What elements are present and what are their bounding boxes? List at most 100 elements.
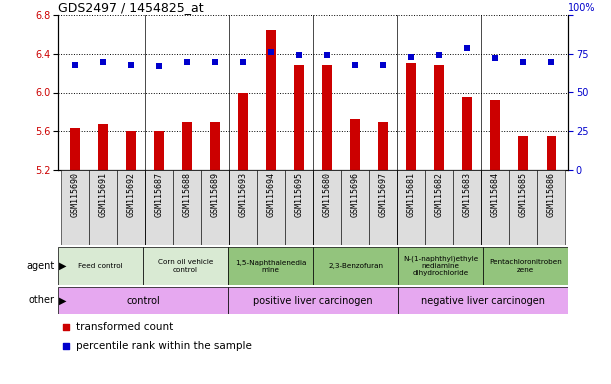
Text: GSM115695: GSM115695 [295, 172, 304, 217]
Point [406, 54, 416, 60]
Point [295, 52, 304, 58]
Text: control: control [126, 296, 160, 306]
Text: GSM115687: GSM115687 [155, 172, 164, 217]
Point [61, 343, 71, 349]
Bar [257, 170, 285, 245]
Bar [483, 247, 568, 285]
Text: GSM115690: GSM115690 [70, 172, 79, 217]
Bar [510, 170, 538, 245]
Bar [425, 170, 453, 245]
Point [210, 58, 220, 65]
Bar [117, 170, 145, 245]
Point [98, 58, 108, 65]
Text: negative liver carcinogen: negative liver carcinogen [421, 296, 545, 306]
Point [70, 61, 80, 68]
Bar [406, 63, 416, 170]
Text: other: other [29, 296, 55, 306]
Point [546, 58, 556, 65]
Bar [397, 170, 425, 245]
Bar [313, 247, 398, 285]
Bar [173, 170, 201, 245]
Point [519, 58, 529, 65]
Text: agent: agent [27, 261, 55, 271]
Text: GSM115685: GSM115685 [519, 172, 528, 217]
Bar [285, 170, 313, 245]
Bar [201, 170, 229, 245]
Bar [143, 247, 228, 285]
Text: GDS2497 / 1454825_at: GDS2497 / 1454825_at [58, 1, 203, 14]
Text: ▶: ▶ [59, 261, 66, 271]
Bar [126, 131, 136, 170]
Text: GSM115688: GSM115688 [183, 172, 191, 217]
Bar [228, 287, 398, 314]
Bar [491, 100, 500, 170]
Point [491, 55, 500, 61]
Bar [98, 124, 108, 170]
Text: percentile rank within the sample: percentile rank within the sample [76, 341, 252, 351]
Bar [398, 247, 483, 285]
Bar [182, 122, 192, 170]
Bar [313, 170, 341, 245]
Point [322, 52, 332, 58]
Bar [350, 119, 360, 170]
Text: N-(1-naphthyl)ethyle
nediamine
dihydrochloride: N-(1-naphthyl)ethyle nediamine dihydroch… [403, 256, 478, 276]
Bar [228, 247, 313, 285]
Bar [154, 131, 164, 170]
Bar [546, 136, 557, 170]
Bar [378, 122, 388, 170]
Bar [434, 65, 444, 170]
Text: Feed control: Feed control [78, 263, 123, 269]
Text: GSM115681: GSM115681 [407, 172, 415, 217]
Text: positive liver carcinogen: positive liver carcinogen [254, 296, 373, 306]
Bar [229, 170, 257, 245]
Text: GSM115680: GSM115680 [323, 172, 332, 217]
Point [350, 61, 360, 68]
Text: GSM115686: GSM115686 [547, 172, 556, 217]
Text: GSM115689: GSM115689 [211, 172, 219, 217]
Text: transformed count: transformed count [76, 322, 173, 332]
Text: GSM115682: GSM115682 [435, 172, 444, 217]
Text: Corn oil vehicle
control: Corn oil vehicle control [158, 260, 213, 273]
Point [182, 58, 192, 65]
Bar [89, 170, 117, 245]
Bar [398, 287, 568, 314]
Text: GSM115692: GSM115692 [126, 172, 136, 217]
Point [266, 49, 276, 55]
Text: GSM115694: GSM115694 [266, 172, 276, 217]
Bar [453, 170, 481, 245]
Text: GSM115697: GSM115697 [379, 172, 388, 217]
Bar [238, 93, 248, 170]
Bar [369, 170, 397, 245]
Point [61, 324, 71, 330]
Text: GSM115693: GSM115693 [238, 172, 247, 217]
Bar [322, 65, 332, 170]
Bar [145, 170, 173, 245]
Point [463, 45, 472, 51]
Text: GSM115683: GSM115683 [463, 172, 472, 217]
Text: GSM115684: GSM115684 [491, 172, 500, 217]
Bar [266, 30, 276, 170]
Text: Pentachloronitroben
zene: Pentachloronitroben zene [489, 260, 562, 273]
Bar [519, 136, 529, 170]
Text: ▶: ▶ [59, 296, 66, 306]
Bar [538, 170, 565, 245]
Bar [58, 247, 143, 285]
Point [434, 52, 444, 58]
Text: 1,5-Naphthalenedia
mine: 1,5-Naphthalenedia mine [235, 260, 306, 273]
Bar [463, 97, 472, 170]
Point [238, 58, 248, 65]
Text: 100%: 100% [568, 3, 596, 13]
Bar [210, 122, 220, 170]
Point [378, 61, 388, 68]
Bar [70, 128, 80, 170]
Text: GSM115691: GSM115691 [98, 172, 108, 217]
Bar [58, 287, 228, 314]
Text: GSM115696: GSM115696 [351, 172, 360, 217]
Point [126, 61, 136, 68]
Text: 2,3-Benzofuran: 2,3-Benzofuran [328, 263, 383, 269]
Bar [481, 170, 510, 245]
Bar [61, 170, 89, 245]
Bar [341, 170, 369, 245]
Point [154, 63, 164, 69]
Bar [295, 65, 304, 170]
